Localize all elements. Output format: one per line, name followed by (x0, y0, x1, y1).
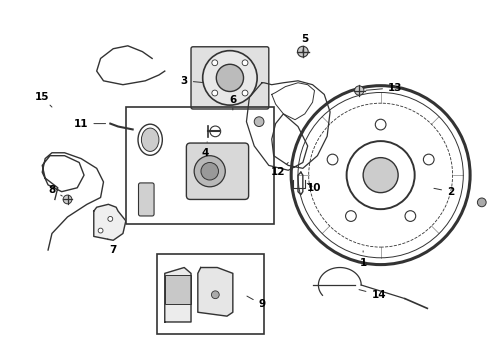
Circle shape (363, 158, 397, 193)
Ellipse shape (141, 128, 159, 152)
Circle shape (201, 162, 218, 180)
Circle shape (194, 156, 225, 187)
Circle shape (211, 60, 217, 66)
FancyBboxPatch shape (138, 183, 154, 216)
Circle shape (63, 195, 72, 204)
Text: 1: 1 (359, 251, 366, 267)
Text: 10: 10 (306, 183, 321, 193)
Text: 14: 14 (358, 289, 385, 300)
Text: 12: 12 (271, 162, 287, 177)
Text: 13: 13 (365, 82, 402, 93)
Polygon shape (164, 267, 191, 322)
Circle shape (354, 86, 363, 95)
Circle shape (242, 60, 247, 66)
Polygon shape (94, 204, 125, 240)
Circle shape (216, 64, 243, 91)
Text: 11: 11 (74, 118, 105, 129)
Circle shape (476, 198, 485, 207)
Circle shape (211, 291, 219, 299)
Circle shape (374, 119, 385, 130)
Circle shape (216, 64, 243, 91)
Circle shape (211, 90, 217, 96)
Circle shape (297, 46, 307, 57)
Text: 3: 3 (180, 76, 203, 86)
Text: 9: 9 (246, 296, 265, 310)
Text: 6: 6 (229, 95, 236, 110)
Bar (125, 107, 273, 224)
Circle shape (423, 154, 433, 165)
FancyBboxPatch shape (191, 47, 268, 109)
Bar (157, 254, 264, 334)
Text: 5: 5 (301, 34, 308, 51)
Circle shape (242, 90, 247, 96)
Text: 15: 15 (35, 93, 52, 107)
Polygon shape (198, 267, 232, 316)
Circle shape (108, 216, 113, 221)
Circle shape (345, 211, 356, 221)
Circle shape (202, 51, 257, 105)
Circle shape (98, 228, 103, 233)
Circle shape (326, 154, 337, 165)
Text: 2: 2 (433, 187, 453, 197)
Circle shape (254, 117, 264, 126)
Bar (164, 275, 191, 305)
Text: 8: 8 (48, 185, 62, 196)
Circle shape (202, 51, 257, 105)
Text: 7: 7 (107, 239, 117, 255)
Text: 4: 4 (202, 142, 209, 158)
Circle shape (404, 211, 415, 221)
FancyBboxPatch shape (186, 143, 248, 199)
